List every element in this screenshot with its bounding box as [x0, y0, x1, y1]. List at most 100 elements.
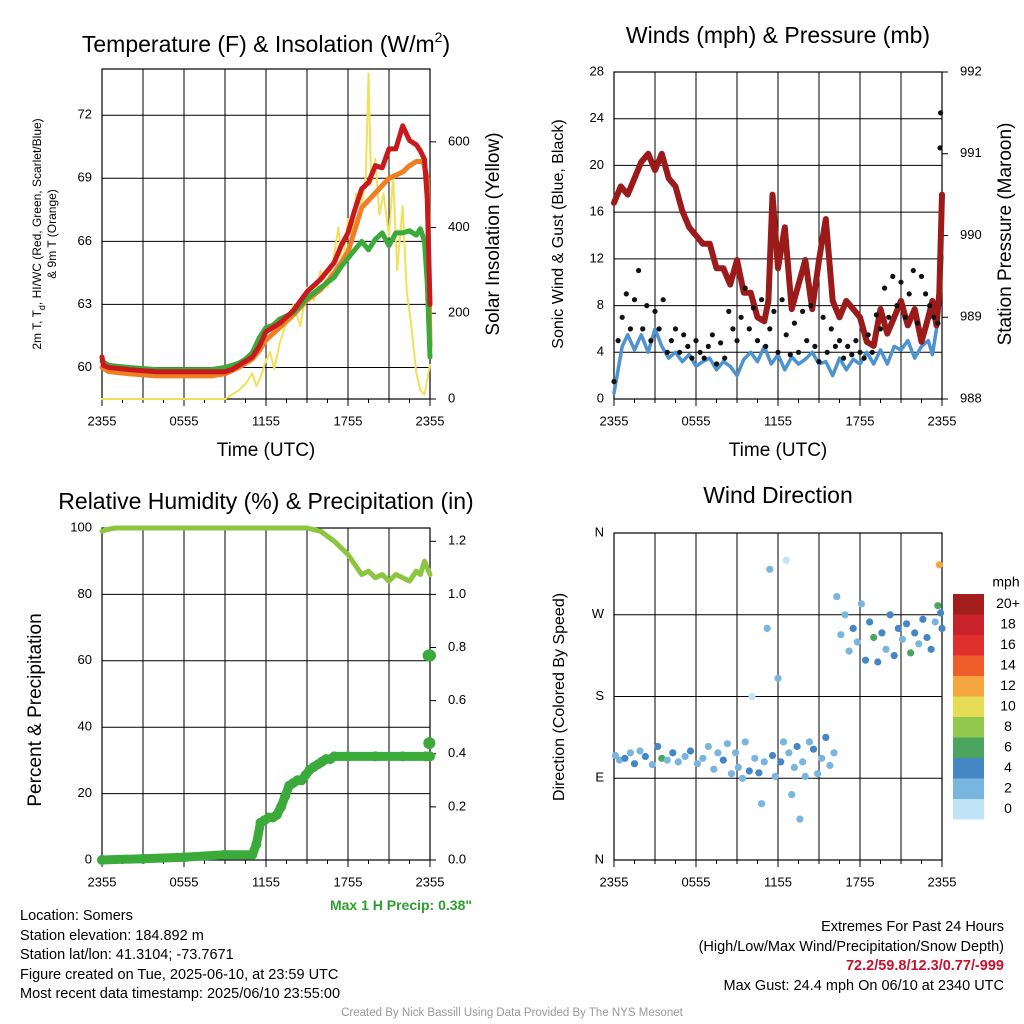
direction-point: [768, 751, 777, 760]
y2-tick-label: 1.2: [448, 533, 466, 548]
x-tick-label: 2355: [928, 413, 957, 428]
y-tick-label: 100: [70, 519, 92, 534]
gust-point: [882, 285, 888, 291]
gust-point: [894, 303, 900, 309]
y2-tick-label: 991: [960, 145, 982, 160]
gust-point: [938, 110, 944, 116]
y-axis-label: Percent & Precipitation: [25, 613, 46, 806]
gust-point: [611, 378, 617, 385]
chart-title: Relative Humidity (%) & Precipitation (i…: [58, 488, 473, 514]
direction-point: [686, 747, 695, 755]
gust-point: [636, 267, 642, 274]
y2-tick-label: 990: [960, 227, 982, 242]
legend-label: 16: [1000, 636, 1016, 652]
x-tick-label: 2355: [928, 874, 957, 889]
precip-point: [271, 809, 282, 820]
direction-point: [870, 633, 878, 642]
gust-point: [857, 349, 863, 355]
gust-point: [640, 326, 646, 332]
gust-point: [791, 320, 798, 326]
title-end: ): [442, 31, 450, 57]
gust-point: [648, 338, 654, 344]
gust-point: [783, 332, 789, 338]
direction-point: [826, 761, 834, 770]
max-gust-text: Max Gust: 24.4 mph On 06/10 at 2340 UTC: [723, 977, 1004, 994]
gust-point: [668, 338, 675, 344]
direction-point: [710, 765, 718, 773]
gust-point: [660, 297, 666, 303]
plot-frame: [613, 532, 943, 861]
gust-point: [697, 349, 703, 355]
direction-point: [799, 758, 807, 766]
gust-point: [693, 338, 699, 344]
credit-text: Created By Nick Bassill Using Data Provi…: [341, 1007, 683, 1019]
gust-point: [832, 343, 839, 349]
y-tick-label: 24: [590, 110, 604, 125]
x-tick-label: 1155: [252, 874, 280, 889]
direction-point: [782, 556, 790, 564]
y2-tick-label: 0: [448, 390, 455, 405]
latlon-text: Station lat/lon: 41.3104; -73.7671: [20, 947, 234, 963]
direction-point: [894, 624, 902, 633]
gust-point: [804, 338, 810, 344]
direction-point: [777, 758, 785, 766]
gust-point: [689, 355, 695, 361]
gust-point: [795, 349, 802, 355]
direction-point: [849, 624, 857, 633]
y-axis-label: Sonic Wind & Gust (Blue, Black): [550, 119, 567, 348]
gust-point: [722, 355, 728, 361]
gust-point: [886, 314, 892, 320]
legend-swatch: [953, 778, 984, 799]
y-tick-label: S: [595, 688, 604, 703]
direction-point: [818, 754, 826, 762]
direction-point: [723, 740, 732, 748]
legend-swatch: [953, 655, 984, 676]
y-tick-label: 0: [85, 851, 92, 866]
gust-point: [914, 320, 921, 326]
direction-point: [878, 629, 886, 637]
y-tick-label: N: [595, 851, 604, 866]
x-tick-label: 0555: [682, 413, 711, 428]
gust-point: [890, 273, 896, 279]
direction-point: [738, 774, 747, 782]
y2-tick-label: 200: [448, 305, 470, 320]
gust-point: [701, 355, 707, 361]
legend-label: 2: [1004, 780, 1012, 796]
extremes-values: 72.2/59.8/12.3/0.77/-999: [845, 958, 1004, 974]
gust-point: [787, 352, 793, 358]
legend-swatch: [953, 737, 984, 758]
direction-point: [809, 745, 818, 753]
y2-tick-label: 0.2: [448, 798, 466, 813]
direction-point: [861, 656, 870, 664]
gust-point: [734, 338, 740, 344]
x-tick-label: 1755: [846, 874, 875, 889]
y2-tick-label: 0.4: [448, 745, 466, 760]
x-tick-label: 1755: [334, 874, 363, 889]
precip-point: [329, 751, 340, 762]
gust-point: [750, 305, 757, 311]
precip-point: [220, 849, 230, 860]
y-tick-label: 20: [590, 157, 604, 172]
gust-point: [738, 314, 744, 320]
gust-point: [681, 332, 687, 338]
gust-point: [861, 355, 867, 361]
y-tick-label: E: [595, 770, 604, 785]
gust-point: [672, 326, 679, 332]
y-tick-label: 60: [78, 359, 92, 374]
y2-tick-label: 0.0: [448, 851, 466, 866]
gust-point: [918, 273, 925, 279]
x-tick-label: 2355: [416, 874, 445, 889]
gust-point: [853, 338, 859, 344]
direction-point: [886, 611, 894, 619]
precip-max-point: [424, 649, 436, 662]
y-tick-label: 80: [78, 586, 92, 601]
direction-point: [760, 758, 768, 766]
elevation-text: Station elevation: 184.892 m: [20, 927, 204, 944]
precip-point: [425, 751, 435, 762]
x-tick-label: 1755: [846, 413, 875, 428]
direction-point: [630, 760, 639, 768]
gust-point: [631, 297, 638, 303]
direction-point: [771, 772, 779, 781]
direction-point: [774, 674, 782, 682]
gust-point: [927, 303, 933, 309]
